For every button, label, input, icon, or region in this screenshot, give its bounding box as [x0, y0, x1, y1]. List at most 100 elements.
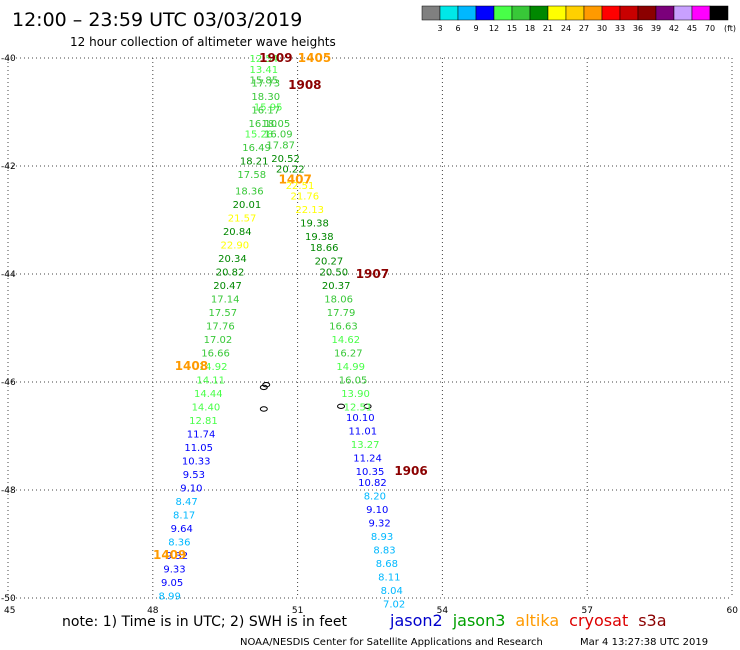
- swh-value: 22.51: [286, 181, 315, 192]
- timestamp-text: Mar 4 13:27:38 UTC 2019: [580, 637, 708, 648]
- pass-time-label: 1407: [278, 173, 311, 187]
- swh-value: 11.05: [184, 443, 213, 454]
- x-tick-label: 48: [147, 606, 159, 616]
- island-outline: [262, 382, 271, 388]
- colorbar-label: 9: [473, 24, 478, 33]
- plot-area: 45 48 51 54 57 60 -40 -42 -44 -46 -48 -50 12.5413.41…: [1, 51, 738, 616]
- swh-value: 21.57: [228, 213, 257, 224]
- swh-value: 9.05: [161, 578, 183, 589]
- colorbar-label: 39: [651, 24, 661, 33]
- colorbar-label: 24: [561, 24, 571, 33]
- swh-value: 13.41: [249, 65, 278, 76]
- swh-value: 22.90: [221, 240, 250, 251]
- colorbar-swatch: [547, 5, 567, 21]
- swh-value: 18.30: [251, 92, 280, 103]
- swh-value: 9.10: [180, 483, 202, 494]
- swh-value: 18.36: [235, 186, 264, 197]
- colorbar-label: 12: [489, 24, 499, 33]
- chart-subtitle: 12 hour collection of altimeter wave hei…: [70, 35, 336, 49]
- colorbar-swatch: [529, 5, 549, 21]
- swh-value: 9.33: [163, 564, 185, 575]
- colorbar-label: 3: [437, 24, 442, 33]
- swh-value: 8.68: [376, 559, 398, 570]
- colorbar-swatch: [691, 5, 711, 21]
- colorbar-swatch: [439, 5, 459, 21]
- swh-value: 17.02: [204, 335, 233, 346]
- swh-value: 14.62: [332, 335, 361, 346]
- swh-value: 8.36: [168, 537, 190, 548]
- swh-value: 10.82: [358, 478, 387, 489]
- swh-value: 17.57: [208, 308, 237, 319]
- swh-value: 9.64: [171, 524, 193, 535]
- swh-value: 15.85: [249, 76, 278, 87]
- swh-value: 16.05: [339, 375, 368, 386]
- swh-value: 12.81: [189, 416, 218, 427]
- swh-value: 17.73: [251, 78, 280, 89]
- swh-value: 14.11: [196, 375, 225, 386]
- pass-time-label: 1405: [298, 51, 331, 65]
- satellite-name: s3a: [638, 611, 666, 630]
- y-tick-label: -46: [1, 378, 16, 388]
- swh-value: 20.84: [223, 227, 252, 238]
- swh-value: 8.04: [381, 586, 403, 597]
- y-tick-label: -50: [1, 594, 16, 604]
- x-tick-label: 45: [4, 606, 15, 616]
- colorbar-label: 21: [543, 24, 553, 33]
- swh-value: 20.47: [213, 281, 242, 292]
- colorbar-label: 6: [455, 24, 460, 33]
- satellite-name: cryosat: [569, 611, 628, 630]
- pass-time-label: 1409: [153, 548, 186, 562]
- colorbar-swatch: [583, 5, 603, 21]
- y-tick-label: -40: [1, 54, 16, 64]
- swh-value: 17.58: [237, 170, 266, 181]
- swh-value: 17.79: [327, 308, 356, 319]
- y-tick-label: -42: [1, 162, 16, 172]
- swh-value: 20.52: [271, 154, 300, 165]
- satellite-name: jason3: [452, 611, 506, 630]
- swh-value: 18.66: [310, 243, 339, 254]
- chart-title: 12:00 – 23:59 UTC 03/03/2019: [12, 9, 302, 31]
- colorbar-label: 27: [579, 24, 589, 33]
- island-outline: [363, 403, 372, 409]
- swh-value: 12.51: [344, 402, 373, 413]
- colorbar-swatch: [673, 5, 693, 21]
- swh-value: 20.27: [315, 257, 344, 268]
- satellite-name: jason2: [389, 611, 443, 630]
- swh-value: 9.10: [366, 505, 388, 516]
- satellite-legend: jason2 jason3 altika cryosat s3a: [389, 611, 667, 630]
- swh-value: 16.09: [264, 130, 293, 141]
- y-tick-label: -48: [1, 486, 16, 496]
- pass-time-label: 1907: [356, 267, 389, 281]
- swh-value: 11.01: [348, 427, 377, 438]
- swh-value: 8.20: [364, 491, 386, 502]
- colorbar-swatch: [619, 5, 639, 21]
- swh-value: 13.27: [351, 440, 380, 451]
- swh-value: 18.21: [240, 157, 269, 168]
- island-outline: [337, 403, 346, 409]
- swh-value: 20.01: [233, 200, 262, 211]
- satellite-name: altika: [515, 611, 559, 630]
- swh-value: 8.17: [173, 510, 195, 521]
- swh-value: 16.66: [201, 348, 230, 359]
- swh-value: 16.27: [334, 348, 363, 359]
- swh-value: 14.99: [336, 362, 365, 373]
- swh-value: 16.49: [242, 143, 271, 154]
- swh-value: 10.10: [346, 413, 375, 424]
- swh-value: 17.14: [211, 294, 240, 305]
- swh-value: 22.13: [295, 205, 324, 216]
- colorbar-swatch: [493, 5, 513, 21]
- island-outline: [259, 406, 268, 412]
- pass-time-label: 1906: [394, 464, 427, 478]
- x-tick-label: 60: [727, 606, 739, 616]
- x-tick-label: 57: [581, 606, 592, 616]
- swh-value: 14.92: [199, 362, 228, 373]
- swh-value: 14.44: [194, 389, 223, 400]
- swh-value: 11.24: [353, 454, 382, 465]
- pass-time-label: 1909: [259, 51, 292, 65]
- swh-value: 10.33: [182, 456, 211, 467]
- colorbar-label: 33: [615, 24, 625, 33]
- swh-value: 20.37: [322, 281, 351, 292]
- x-tick-label: 54: [437, 606, 449, 616]
- colorbar-swatch: [655, 5, 675, 21]
